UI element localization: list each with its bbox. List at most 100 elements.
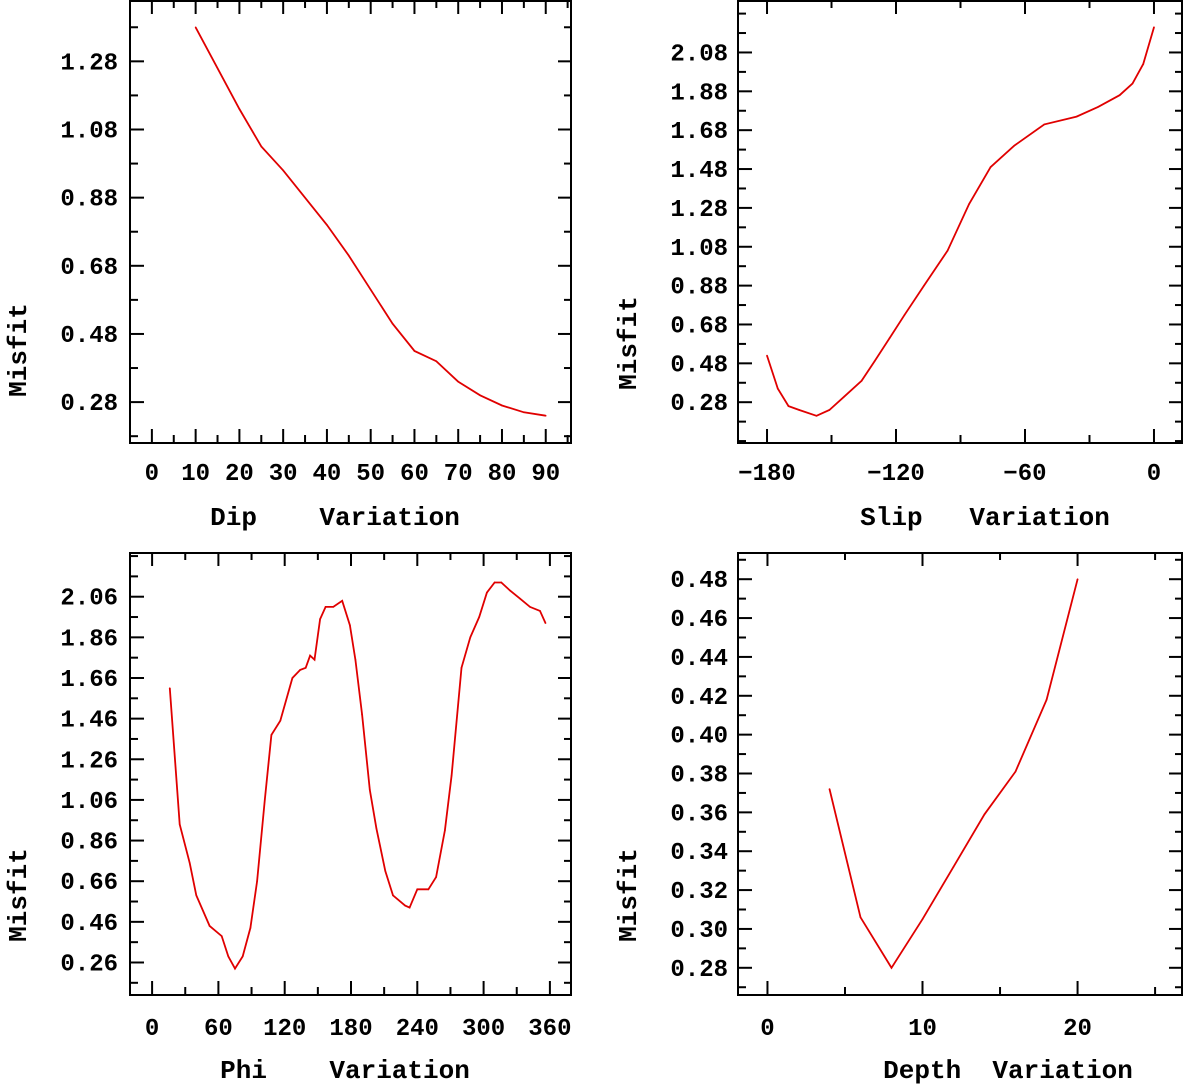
data-point xyxy=(1013,144,1016,147)
x-tick-label: 20 xyxy=(225,461,254,488)
x-tick-label: 90 xyxy=(531,461,560,488)
y-tick-label: 1.68 xyxy=(670,119,728,146)
data-point xyxy=(282,169,284,172)
y-tick-label: 0.66 xyxy=(60,870,118,897)
x-tick-label: 30 xyxy=(269,461,298,488)
data-point xyxy=(1043,123,1046,126)
y-tick-label: 0.28 xyxy=(670,957,728,984)
data-point xyxy=(544,622,547,624)
x-tick-label: 10 xyxy=(181,461,210,488)
y-tick-label: 1.86 xyxy=(60,626,118,653)
data-point xyxy=(946,249,949,252)
data-point xyxy=(798,409,801,411)
data-point xyxy=(1014,770,1017,773)
data-point xyxy=(194,26,197,29)
y-tick-label: 0.48 xyxy=(670,352,728,379)
data-point xyxy=(921,918,924,921)
data-point xyxy=(208,925,211,927)
data-point xyxy=(478,616,480,618)
y-tick-label: 1.26 xyxy=(60,748,118,775)
data-point xyxy=(413,350,416,352)
misfit-line xyxy=(828,578,1079,970)
x-tick-label: 70 xyxy=(444,461,473,488)
data-point xyxy=(1097,106,1099,108)
data-point xyxy=(319,618,321,620)
y-tick-label: 0.48 xyxy=(60,323,118,350)
x-tick-label: 10 xyxy=(908,1016,937,1043)
misfit-line xyxy=(194,26,546,417)
data-point xyxy=(457,380,460,383)
x-axis-title: Slip Variation xyxy=(860,503,1110,533)
data-point xyxy=(375,827,378,830)
plot-frame xyxy=(129,0,572,444)
x-tick-label: 300 xyxy=(462,1016,505,1043)
data-point xyxy=(361,713,363,716)
y-axis-title: Misfit xyxy=(4,848,34,942)
y-tick-label: 0.36 xyxy=(670,801,728,828)
data-point xyxy=(324,606,327,608)
panel-1: 0 10 20 30 40 50 60 70 80 90 0.28 0.48 0.68 0.88 1.08 1… xyxy=(4,0,572,533)
data-point xyxy=(873,360,876,363)
data-point xyxy=(195,894,198,897)
panel-4: 0 10 20 0.28 0.30 0.32 0.34 0.36 0.38 0.40 0.42 0.4… xyxy=(614,552,1183,1086)
data-point xyxy=(354,658,357,661)
y-tick-label: 2.08 xyxy=(670,41,728,68)
data-point xyxy=(384,870,387,872)
data-point xyxy=(427,888,430,891)
y-tick-label: 0.68 xyxy=(60,255,118,282)
data-point xyxy=(479,394,481,397)
y-tick-label: 2.06 xyxy=(60,586,118,613)
data-point xyxy=(304,667,307,669)
data-point xyxy=(1045,698,1048,701)
data-point xyxy=(1153,26,1155,29)
y-tick-label: 1.08 xyxy=(670,236,728,263)
data-point xyxy=(890,966,893,969)
data-point xyxy=(348,254,350,257)
data-point xyxy=(493,581,496,584)
data-point xyxy=(249,927,252,929)
data-point xyxy=(238,108,241,110)
data-point xyxy=(279,719,282,722)
data-point xyxy=(952,865,955,868)
data-point xyxy=(501,404,503,407)
data-point xyxy=(299,669,301,671)
x-tick-label: 20 xyxy=(1063,1016,1092,1043)
data-point xyxy=(903,313,906,316)
x-tick-label: 120 xyxy=(263,1016,306,1043)
y-tick-label: 0.86 xyxy=(60,830,118,857)
y-tick-label: 0.42 xyxy=(670,685,728,712)
y-tick-label: 0.26 xyxy=(60,951,118,978)
data-point xyxy=(815,414,818,417)
data-point xyxy=(828,409,831,411)
x-tick-label: 360 xyxy=(528,1016,571,1043)
data-point xyxy=(291,677,294,679)
data-point xyxy=(270,734,273,736)
data-point xyxy=(1076,578,1079,581)
data-point xyxy=(968,203,970,205)
data-point xyxy=(469,636,472,639)
data-point xyxy=(444,829,446,832)
data-point xyxy=(178,823,181,826)
data-point xyxy=(309,654,311,657)
data-point xyxy=(787,405,790,407)
data-point xyxy=(523,411,525,414)
y-tick-label: 1.46 xyxy=(60,708,118,735)
x-tick-label: 40 xyxy=(313,461,342,488)
y-tick-label: 0.68 xyxy=(670,313,728,340)
data-point xyxy=(766,354,768,357)
data-point xyxy=(234,967,236,970)
x-tick-label: 50 xyxy=(356,461,385,488)
data-point xyxy=(392,894,394,897)
data-point xyxy=(188,862,191,864)
data-point xyxy=(544,414,547,417)
x-axis-title: Dip Variation xyxy=(210,503,460,533)
y-tick-label: 0.28 xyxy=(670,391,728,418)
data-point xyxy=(888,337,891,339)
data-point xyxy=(341,599,343,602)
x-tick-label: 60 xyxy=(400,461,429,488)
plot-frame xyxy=(737,552,1183,996)
data-point xyxy=(349,624,351,626)
data-point xyxy=(435,876,437,878)
data-point xyxy=(220,935,223,937)
